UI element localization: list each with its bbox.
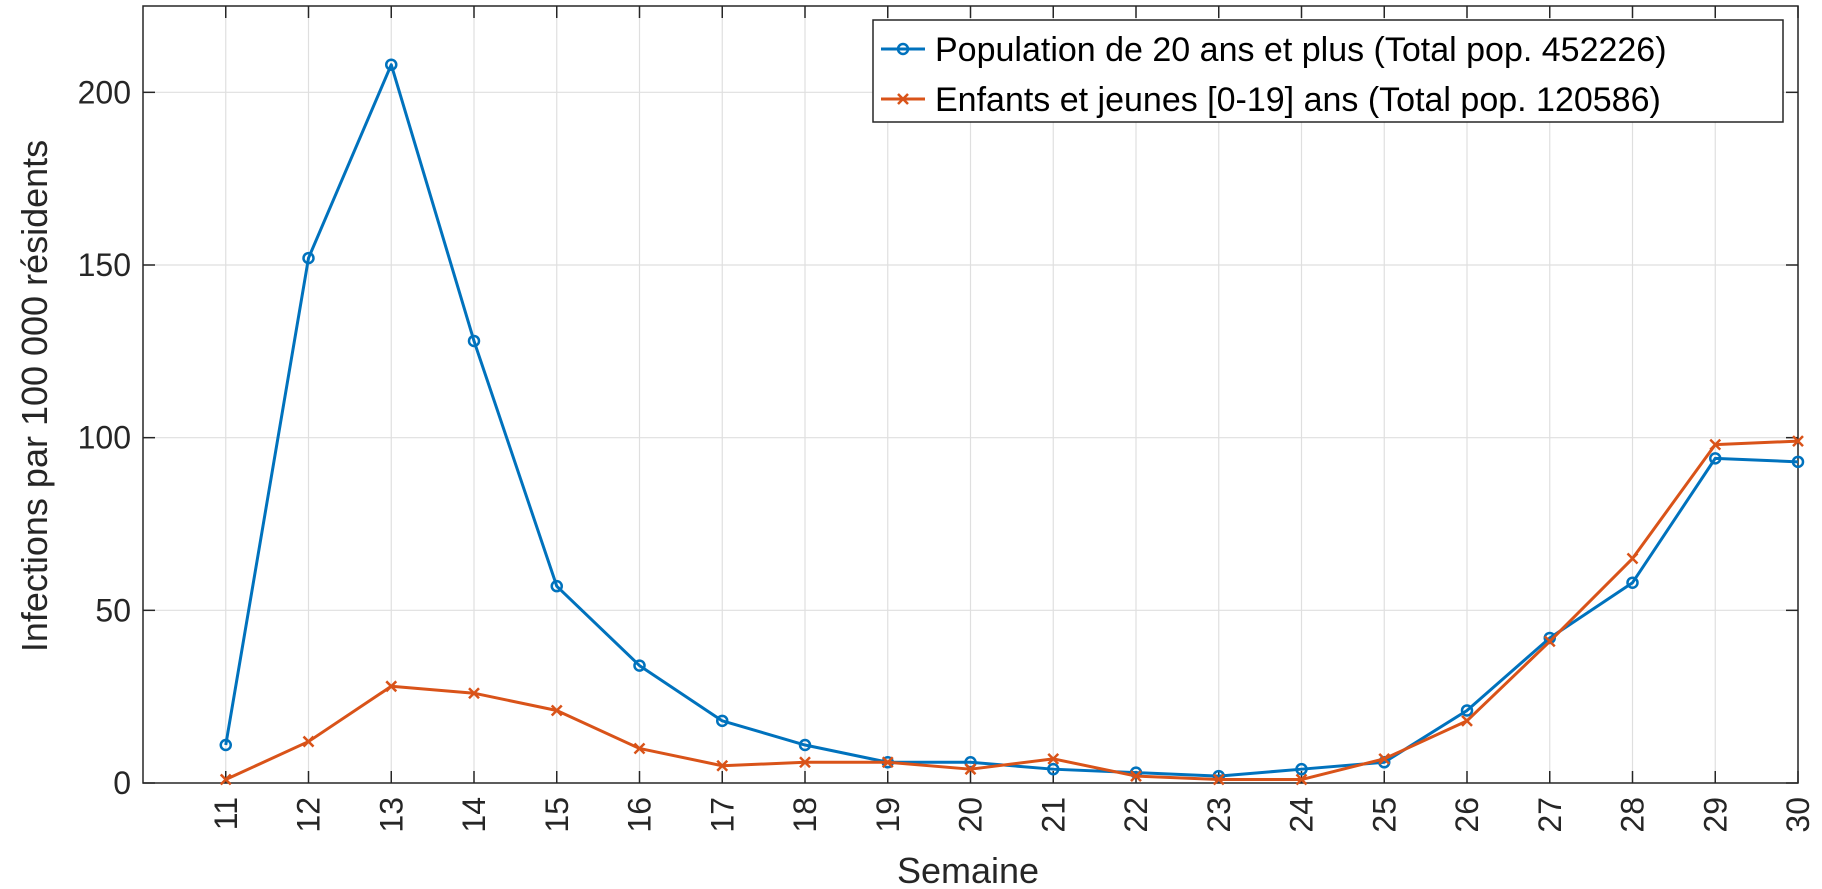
legend-label-adults: Population de 20 ans et plus (Total pop.… — [935, 31, 1667, 69]
legend: Population de 20 ans et plus (Total pop.… — [872, 19, 1784, 123]
data-point-children-21 — [1047, 752, 1060, 765]
data-point-children-12 — [302, 735, 315, 748]
legend-box — [872, 19, 1784, 123]
data-point-children-13 — [385, 680, 398, 693]
data-point-adults-21 — [1047, 762, 1060, 776]
x-tick-label-23: 23 — [1201, 797, 1237, 833]
x-tick-label-28: 28 — [1615, 797, 1651, 833]
x-tick-label-24: 24 — [1284, 797, 1320, 833]
data-point-children-11 — [219, 773, 232, 786]
data-point-adults-17 — [716, 714, 729, 728]
x-axis-label: Semaine — [897, 850, 1039, 889]
legend-label-children: Enfants et jeunes [0-19] ans (Total pop.… — [935, 81, 1661, 119]
x-tick-label-29: 29 — [1697, 797, 1733, 833]
y-tick-label-150: 150 — [78, 247, 131, 283]
y-tick-label-50: 50 — [95, 592, 131, 628]
x-tick-label-17: 17 — [704, 797, 740, 833]
data-point-adults-26 — [1460, 704, 1474, 717]
data-point-children-16 — [633, 742, 646, 755]
y-tick-label-0: 0 — [113, 765, 131, 801]
y-tick-label-100: 100 — [78, 420, 131, 456]
x-tick-label-30: 30 — [1780, 797, 1816, 833]
x-tick-label-21: 21 — [1035, 797, 1071, 833]
data-point-children-29 — [1709, 438, 1722, 451]
x-tick-label-27: 27 — [1532, 797, 1568, 833]
data-point-children-15 — [550, 704, 563, 717]
data-point-children-20 — [964, 763, 977, 776]
x-tick-label-18: 18 — [787, 797, 823, 833]
x-tick-label-22: 22 — [1118, 797, 1154, 833]
data-point-children-28 — [1626, 552, 1639, 565]
data-point-adults-14 — [467, 334, 481, 348]
data-point-adults-11 — [219, 738, 232, 752]
data-point-children-26 — [1461, 714, 1473, 727]
x-tick-label-12: 12 — [291, 797, 327, 833]
data-point-adults-13 — [385, 58, 398, 71]
legend-marker-adults — [896, 42, 910, 56]
x-tick-label-26: 26 — [1449, 797, 1485, 833]
data-point-adults-15 — [550, 579, 563, 593]
data-point-children-14 — [468, 687, 480, 700]
x-tick-label-13: 13 — [373, 797, 409, 833]
data-point-adults-12 — [302, 251, 315, 265]
series-group — [219, 58, 1805, 786]
data-point-children-18 — [799, 756, 811, 769]
data-point-adults-28 — [1626, 576, 1639, 589]
legend-entry-adults: Population de 20 ans et plus (Total pop.… — [881, 31, 1667, 69]
data-point-adults-30 — [1791, 455, 1805, 469]
data-point-children-27 — [1543, 635, 1556, 648]
x-tick-label-14: 14 — [456, 797, 492, 833]
legend-entry-children: Enfants et jeunes [0-19] ans (Total pop.… — [881, 81, 1661, 119]
legend-marker-children — [897, 93, 909, 105]
x-axis-ticks: 11 12 13 14 15 16 17 18 19 20 21 22 23 24 25 26 27 28 29 30 — [208, 6, 1816, 833]
series-line-children — [225, 439, 1799, 782]
data-point-children-22 — [1130, 770, 1142, 782]
y-tick-label-200: 200 — [78, 74, 131, 110]
data-point-adults-29 — [1709, 452, 1722, 465]
data-point-children-30 — [1792, 435, 1804, 448]
data-point-children-24 — [1295, 773, 1308, 786]
x-tick-label-20: 20 — [953, 797, 989, 833]
data-point-children-19 — [881, 756, 894, 769]
data-point-adults-18 — [798, 738, 812, 752]
data-point-adults-24 — [1295, 762, 1308, 776]
data-point-children-17 — [716, 759, 729, 772]
data-point-adults-20 — [964, 756, 977, 769]
x-tick-label-16: 16 — [622, 797, 658, 833]
data-point-adults-16 — [633, 659, 646, 672]
x-tick-label-15: 15 — [539, 797, 575, 833]
x-tick-label-11: 11 — [208, 797, 244, 830]
x-tick-label-25: 25 — [1366, 797, 1402, 833]
y-axis-ticks: 0 50 100 150 200 — [78, 74, 1798, 801]
data-point-children-25 — [1378, 752, 1391, 765]
data-point-children-23 — [1212, 773, 1225, 786]
series-line-adults — [224, 63, 1799, 778]
y-axis-label: Infections par 100 000 résidents — [14, 140, 55, 652]
x-tick-label-19: 19 — [870, 797, 906, 833]
